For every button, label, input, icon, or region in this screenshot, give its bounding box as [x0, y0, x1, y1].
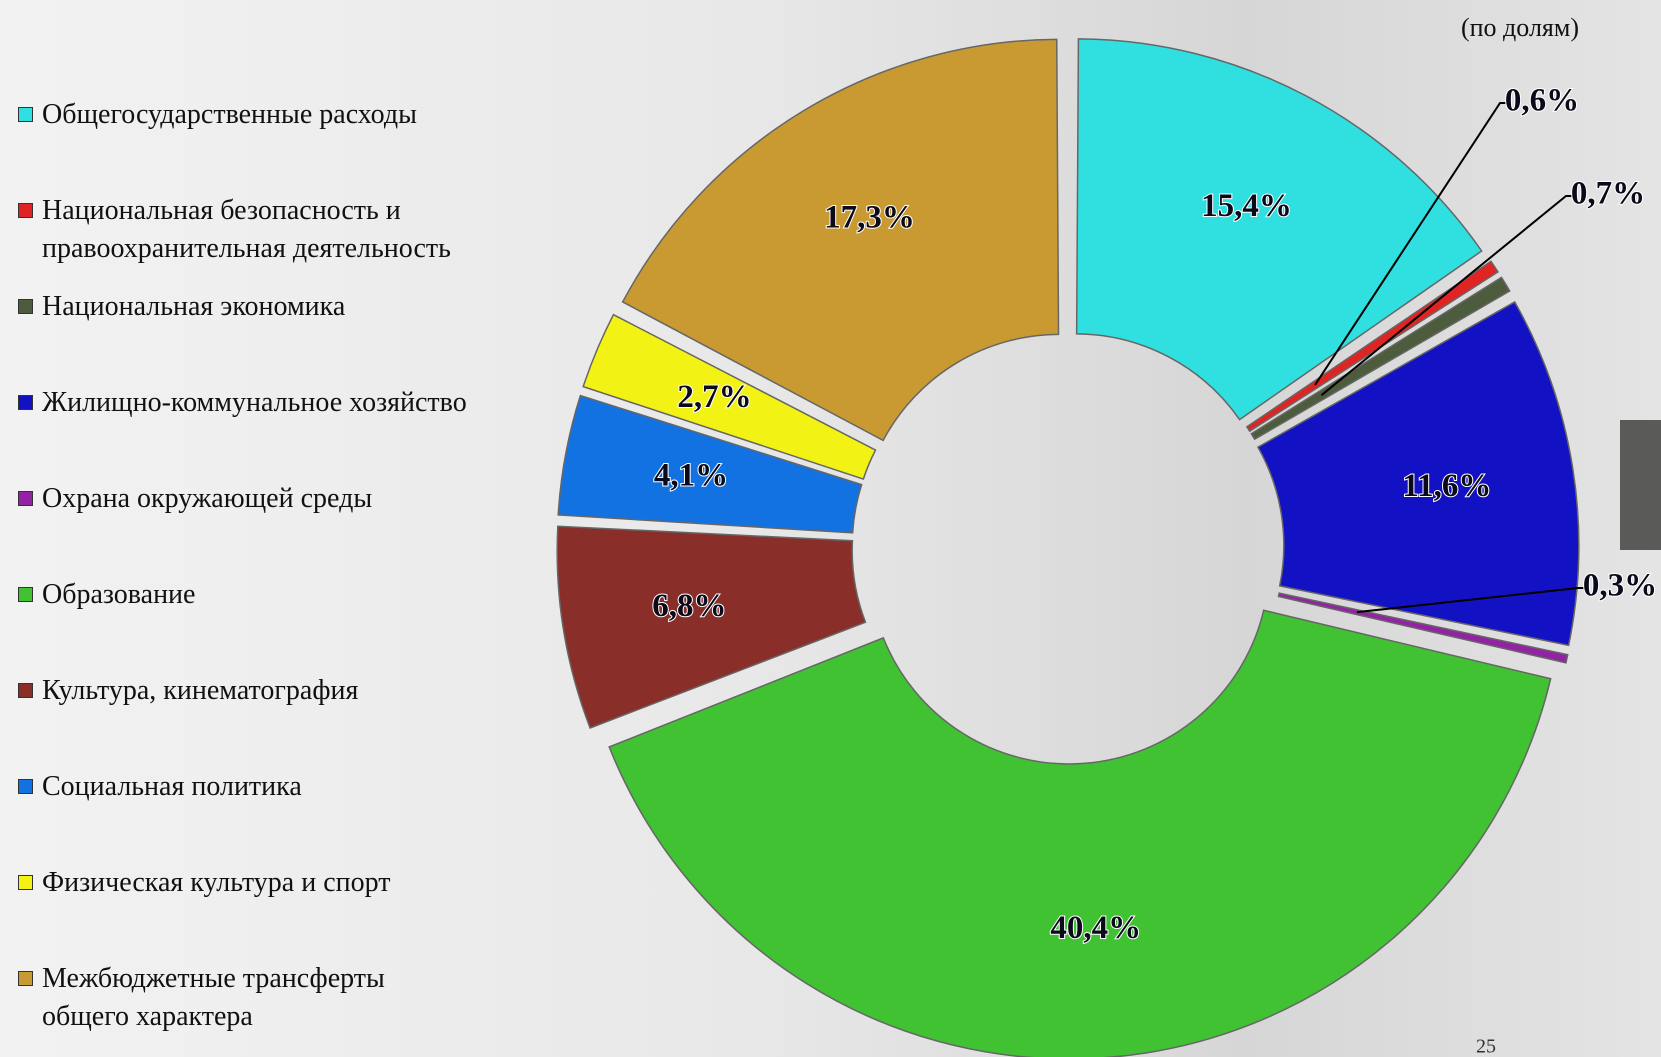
- leader-line: [1314, 102, 1508, 386]
- legend-label: Межбюджетные трансферты общего характера: [42, 963, 385, 1032]
- donut-slice: [1075, 38, 1483, 421]
- donut-slice: [621, 38, 1060, 442]
- data-label: 0,7%: [1571, 176, 1645, 212]
- legend-label: Образование: [42, 579, 196, 610]
- legend-item: Культура, кинематография: [18, 672, 552, 710]
- donut-slice: [557, 394, 863, 534]
- side-tab: [1620, 420, 1661, 550]
- donut-slice: [1256, 300, 1580, 647]
- donut-slice: [608, 609, 1552, 1057]
- legend-label: Национальная экономика: [42, 291, 346, 322]
- legend-item: Национальная экономика: [18, 288, 552, 326]
- donut-slice: [1250, 276, 1511, 441]
- legend-item: Образование: [18, 576, 552, 614]
- legend-label: Жилищно-коммунальное хозяйство: [42, 387, 467, 418]
- legend-label: Физическая культура и спорт: [42, 867, 391, 898]
- legend-item: Физическая культура и спорт: [18, 864, 552, 902]
- legend-item: Межбюджетные трансферты общего характера: [18, 960, 442, 1036]
- legend-swatch: [18, 203, 33, 218]
- data-label: 15,4%: [1201, 188, 1292, 224]
- legend-swatch: [18, 395, 33, 410]
- legend-swatch: [18, 875, 33, 890]
- legend-label: Национальная безопасность и правоохранит…: [42, 195, 451, 264]
- legend-item: Национальная безопасность и правоохранит…: [18, 192, 552, 268]
- legend-swatch: [18, 491, 33, 506]
- legend-swatch: [18, 779, 33, 794]
- legend-label: Общегосударственные расходы: [42, 99, 417, 130]
- legend-swatch: [18, 299, 33, 314]
- data-label: 2,7%: [677, 379, 751, 415]
- legend-swatch: [18, 971, 33, 986]
- data-label: 6,8%: [652, 588, 726, 624]
- legend-item: Социальная политика: [18, 768, 552, 806]
- donut-slice: [582, 313, 877, 481]
- data-label: 4,1%: [654, 457, 728, 493]
- donut-slice: [1277, 592, 1569, 664]
- data-label: 40,4%: [1050, 910, 1141, 946]
- legend-label: Охрана окружающей среды: [42, 483, 373, 514]
- legend-item: Общегосударственные расходы: [18, 96, 552, 134]
- legend-swatch: [18, 107, 33, 122]
- data-label: 0,6%: [1505, 83, 1579, 119]
- leader-line: [1320, 195, 1574, 396]
- chart-subtitle: (по долям): [1461, 13, 1579, 42]
- legend-item: Охрана окружающей среды: [18, 480, 552, 518]
- data-label: 11,6%: [1402, 468, 1491, 504]
- data-label: 17,3%: [824, 199, 915, 235]
- legend-label: Культура, кинематография: [42, 675, 359, 706]
- legend-label: Социальная политика: [42, 771, 302, 802]
- legend-item: Жилищно-коммунальное хозяйство: [18, 384, 552, 422]
- legend-swatch: [18, 587, 33, 602]
- page-number: 25: [1476, 1036, 1496, 1057]
- leader-line: [1356, 587, 1586, 614]
- data-label: 0,3%: [1583, 568, 1657, 604]
- donut-slice: [556, 525, 867, 729]
- legend-swatch: [18, 683, 33, 698]
